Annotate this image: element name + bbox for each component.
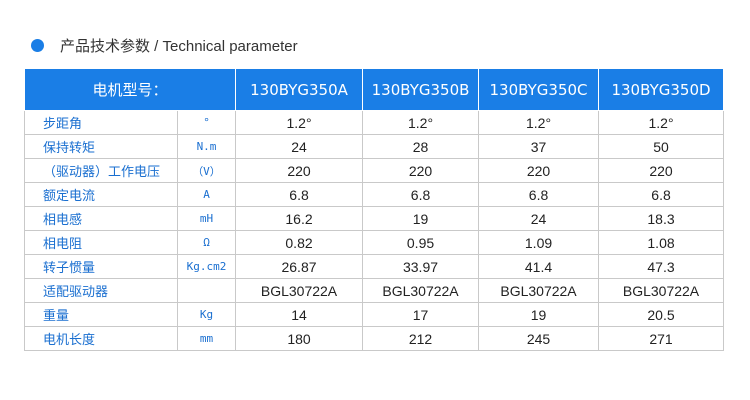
param-value: 41.4 — [478, 254, 600, 279]
param-value: 220 — [362, 158, 480, 183]
param-unit: mm — [176, 326, 237, 351]
param-unit: ° — [176, 110, 237, 135]
param-name: 相电阻 — [24, 230, 178, 255]
param-name: 额定电流 — [24, 182, 178, 207]
model-header: 130BYG350A — [235, 68, 364, 111]
param-value: 6.8 — [478, 182, 600, 207]
param-value: 26.87 — [235, 254, 364, 279]
param-value: 24 — [235, 134, 364, 159]
param-value: 47.3 — [598, 254, 725, 279]
param-value: BGL30722A — [235, 278, 364, 303]
table-row: （驱动器）工作电压 （V） 220 220 220 220 — [24, 158, 725, 183]
table-row: 相电感 mH 16.2 19 24 18.3 — [24, 206, 725, 231]
param-name: 保持转矩 — [24, 134, 178, 159]
param-unit: （V） — [176, 158, 237, 183]
spec-table: 电机型号： 130BYG350A 130BYG350B 130BYG350C 1… — [23, 68, 725, 351]
table-row: 转子惯量 Kg.cm2 26.87 33.97 41.4 47.3 — [24, 254, 725, 279]
section-title: 产品技术参数 / Technical parameter — [60, 37, 298, 55]
param-value: 220 — [478, 158, 600, 183]
param-value: 220 — [235, 158, 364, 183]
param-name: 重量 — [24, 302, 178, 327]
param-unit — [176, 278, 237, 303]
param-value: 1.2° — [362, 110, 480, 135]
bullet-dot-icon — [31, 38, 44, 52]
table-row: 重量 Kg 14 17 19 20.5 — [24, 302, 725, 327]
param-value: 50 — [598, 134, 725, 159]
param-value: 220 — [598, 158, 725, 183]
param-value: BGL30722A — [362, 278, 480, 303]
param-name: 适配驱动器 — [24, 278, 178, 303]
param-value: 14 — [235, 302, 364, 327]
table-row: 电机长度 mm 180 212 245 271 — [24, 326, 725, 351]
model-header: 130BYG350D — [598, 68, 725, 111]
param-value: 6.8 — [598, 182, 725, 207]
param-value: 37 — [478, 134, 600, 159]
param-value: 18.3 — [598, 206, 725, 231]
param-value: 1.08 — [598, 230, 725, 255]
param-value: 20.5 — [598, 302, 725, 327]
table-header-row: 电机型号： 130BYG350A 130BYG350B 130BYG350C 1… — [23, 68, 725, 111]
param-value: 33.97 — [362, 254, 480, 279]
param-value: 180 — [235, 326, 364, 351]
param-name: 相电感 — [24, 206, 178, 231]
param-name: （驱动器）工作电压 — [24, 158, 178, 183]
section-heading: 产品技术参数 / Technical parameter — [31, 33, 298, 57]
param-value: 1.2° — [478, 110, 600, 135]
param-value: 24 — [478, 206, 600, 231]
param-value: BGL30722A — [478, 278, 600, 303]
param-unit: Kg — [176, 302, 237, 327]
param-value: 19 — [478, 302, 600, 327]
param-value: 28 — [362, 134, 480, 159]
param-unit: A — [176, 182, 237, 207]
param-value: 1.2° — [598, 110, 725, 135]
table-row: 保持转矩 N.m 24 28 37 50 — [24, 134, 725, 159]
param-name: 转子惯量 — [24, 254, 178, 279]
param-value: 212 — [362, 326, 480, 351]
table-row: 额定电流 A 6.8 6.8 6.8 6.8 — [24, 182, 725, 207]
param-unit: Kg.cm2 — [176, 254, 237, 279]
param-value: 1.09 — [478, 230, 600, 255]
param-value: 6.8 — [235, 182, 364, 207]
param-value: 17 — [362, 302, 480, 327]
param-value: BGL30722A — [598, 278, 725, 303]
param-unit: Ω — [176, 230, 237, 255]
param-value: 6.8 — [362, 182, 480, 207]
table-row: 适配驱动器 BGL30722A BGL30722A BGL30722A BGL3… — [24, 278, 725, 303]
param-value: 0.95 — [362, 230, 480, 255]
table-row: 步距角 ° 1.2° 1.2° 1.2° 1.2° — [24, 110, 725, 135]
param-value: 1.2° — [235, 110, 364, 135]
table-row: 相电阻 Ω 0.82 0.95 1.09 1.08 — [24, 230, 725, 255]
model-header-label: 电机型号： — [23, 68, 237, 111]
model-header: 130BYG350B — [362, 68, 480, 111]
param-name: 电机长度 — [24, 326, 178, 351]
param-value: 0.82 — [235, 230, 364, 255]
param-name: 步距角 — [24, 110, 178, 135]
param-value: 16.2 — [235, 206, 364, 231]
param-value: 245 — [478, 326, 600, 351]
param-unit: N.m — [176, 134, 237, 159]
param-value: 19 — [362, 206, 480, 231]
param-unit: mH — [176, 206, 237, 231]
param-value: 271 — [598, 326, 725, 351]
model-header: 130BYG350C — [478, 68, 600, 111]
